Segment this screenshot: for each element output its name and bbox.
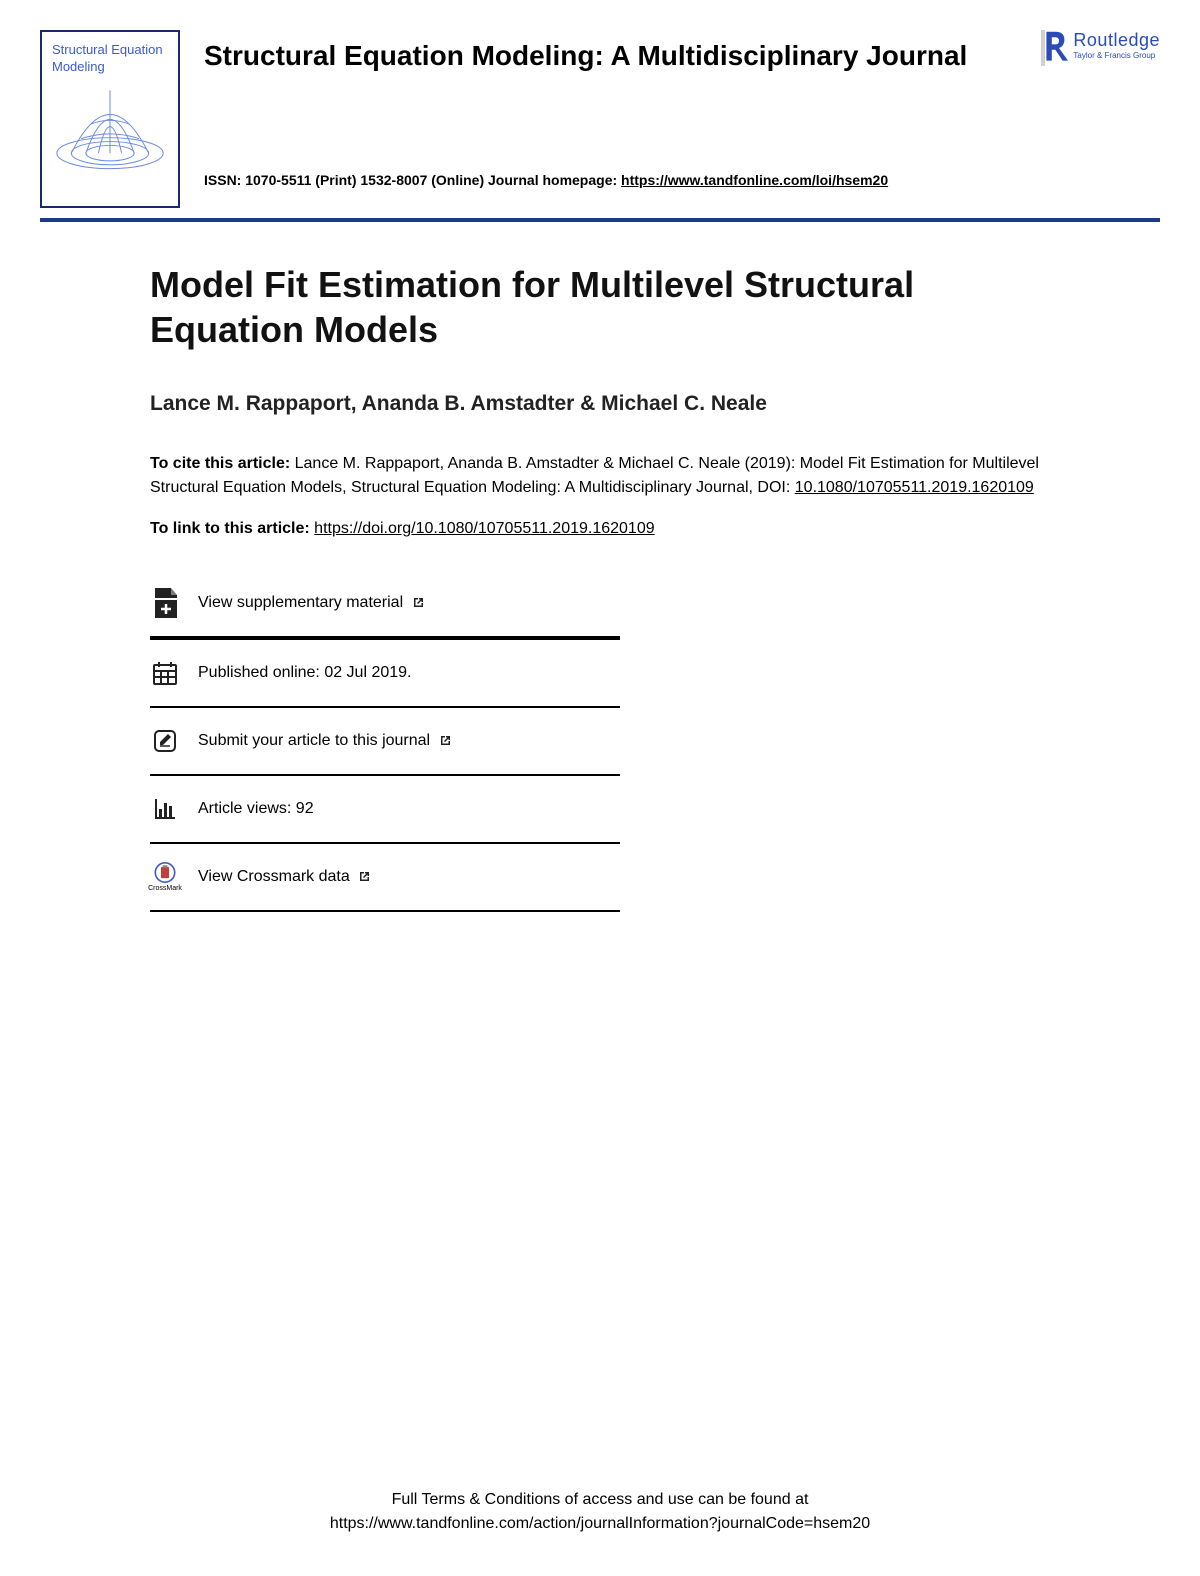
cite-label: To cite this article: <box>150 455 290 472</box>
footer-line2: https://www.tandfonline.com/action/journ… <box>0 1512 1200 1536</box>
issn-line: ISSN: 1070-5511 (Print) 1532-8007 (Onlin… <box>204 172 1160 188</box>
file-plus-icon <box>150 588 180 618</box>
header: Structural Equation Modeling Structural … <box>40 30 1160 208</box>
journal-cover: Structural Equation Modeling <box>40 30 180 208</box>
link-label: To link to this article: <box>150 520 314 537</box>
edit-icon <box>150 726 180 756</box>
citation-block: To cite this article: Lance M. Rappaport… <box>150 452 1050 500</box>
published-row: Published online: 02 Jul 2019. <box>150 638 620 708</box>
external-link-icon <box>358 870 371 883</box>
article-title: Model Fit Estimation for Multilevel Stru… <box>150 262 1050 352</box>
supplementary-row[interactable]: View supplementary material <box>150 588 620 638</box>
published-label: Published online: 02 Jul 2019. <box>198 664 412 682</box>
bar-chart-icon <box>150 794 180 824</box>
journal-homepage-link[interactable]: https://www.tandfonline.com/loi/hsem20 <box>621 172 888 188</box>
footer-line1: Full Terms & Conditions of access and us… <box>0 1488 1200 1512</box>
submit-row[interactable]: Submit your article to this journal <box>150 708 620 776</box>
issn-text: ISSN: 1070-5511 (Print) 1532-8007 (Onlin… <box>204 172 621 188</box>
supplementary-label: View supplementary material <box>198 594 425 612</box>
crossmark-small-label: CrossMark <box>148 885 182 892</box>
footer: Full Terms & Conditions of access and us… <box>0 1488 1200 1536</box>
action-list: View supplementary material <box>150 588 620 912</box>
views-label: Article views: 92 <box>198 800 314 818</box>
external-link-icon <box>412 596 425 609</box>
submit-label: Submit your article to this journal <box>198 732 452 750</box>
crossmark-icon: CrossMark <box>150 862 180 892</box>
external-link-icon <box>439 734 452 747</box>
journal-title: Structural Equation Modeling: A Multidis… <box>204 40 1160 72</box>
crossmark-label: View Crossmark data <box>198 868 371 886</box>
cover-title: Structural Equation Modeling <box>52 42 168 76</box>
crossmark-row[interactable]: CrossMark View Crossmark data <box>150 844 620 912</box>
article-authors: Lance M. Rappaport, Ananda B. Amstadter … <box>150 392 1050 416</box>
doi-link[interactable]: 10.1080/10705511.2019.1620109 <box>795 479 1034 496</box>
article-link[interactable]: https://doi.org/10.1080/10705511.2019.16… <box>314 520 654 537</box>
views-row: Article views: 92 <box>150 776 620 844</box>
header-rule <box>40 218 1160 222</box>
article-content: Model Fit Estimation for Multilevel Stru… <box>40 262 1160 912</box>
link-line: To link to this article: https://doi.org… <box>150 520 1050 538</box>
cover-wireframe-icon <box>52 84 168 174</box>
calendar-icon <box>150 658 180 688</box>
